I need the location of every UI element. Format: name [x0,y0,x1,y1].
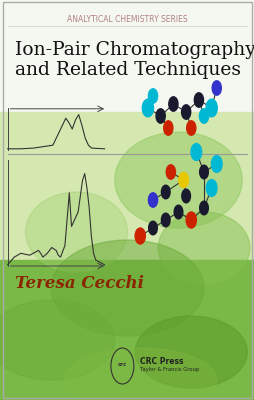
Ellipse shape [114,132,241,228]
Circle shape [148,89,157,103]
Circle shape [194,93,203,107]
Circle shape [185,212,196,228]
Ellipse shape [0,300,114,380]
Ellipse shape [25,192,127,272]
Ellipse shape [51,240,203,336]
Circle shape [155,109,165,123]
Circle shape [148,193,157,207]
Bar [0,260,254,400]
Circle shape [181,189,190,203]
Circle shape [168,97,177,111]
Circle shape [181,105,190,119]
Circle shape [205,180,216,196]
Circle shape [161,185,169,199]
Circle shape [166,165,175,179]
Circle shape [211,81,220,95]
Circle shape [142,99,153,117]
Circle shape [190,144,201,160]
Circle shape [163,121,172,135]
Circle shape [148,221,157,235]
Text: Teresa Cecchi: Teresa Cecchi [15,276,144,292]
Bar [0,0,254,112]
Circle shape [199,165,208,179]
Text: Taylor & Francis Group: Taylor & Francis Group [140,368,199,372]
Text: crc: crc [117,362,126,366]
Text: and Related Techniques: and Related Techniques [15,61,240,79]
Circle shape [199,201,208,215]
Circle shape [161,213,169,227]
Circle shape [199,109,208,123]
Text: CRC Press: CRC Press [140,357,183,366]
Circle shape [211,156,221,172]
Ellipse shape [64,348,216,400]
Text: ANALYTICAL CHEMISTRY SERIES: ANALYTICAL CHEMISTRY SERIES [67,15,187,24]
Bar [0,112,254,260]
Circle shape [135,228,145,244]
Circle shape [205,99,216,117]
Ellipse shape [157,212,249,284]
Circle shape [173,205,182,219]
Text: Ion-Pair Chromatography: Ion-Pair Chromatography [15,41,254,59]
Circle shape [186,121,195,135]
Ellipse shape [135,316,246,388]
Circle shape [178,172,188,188]
